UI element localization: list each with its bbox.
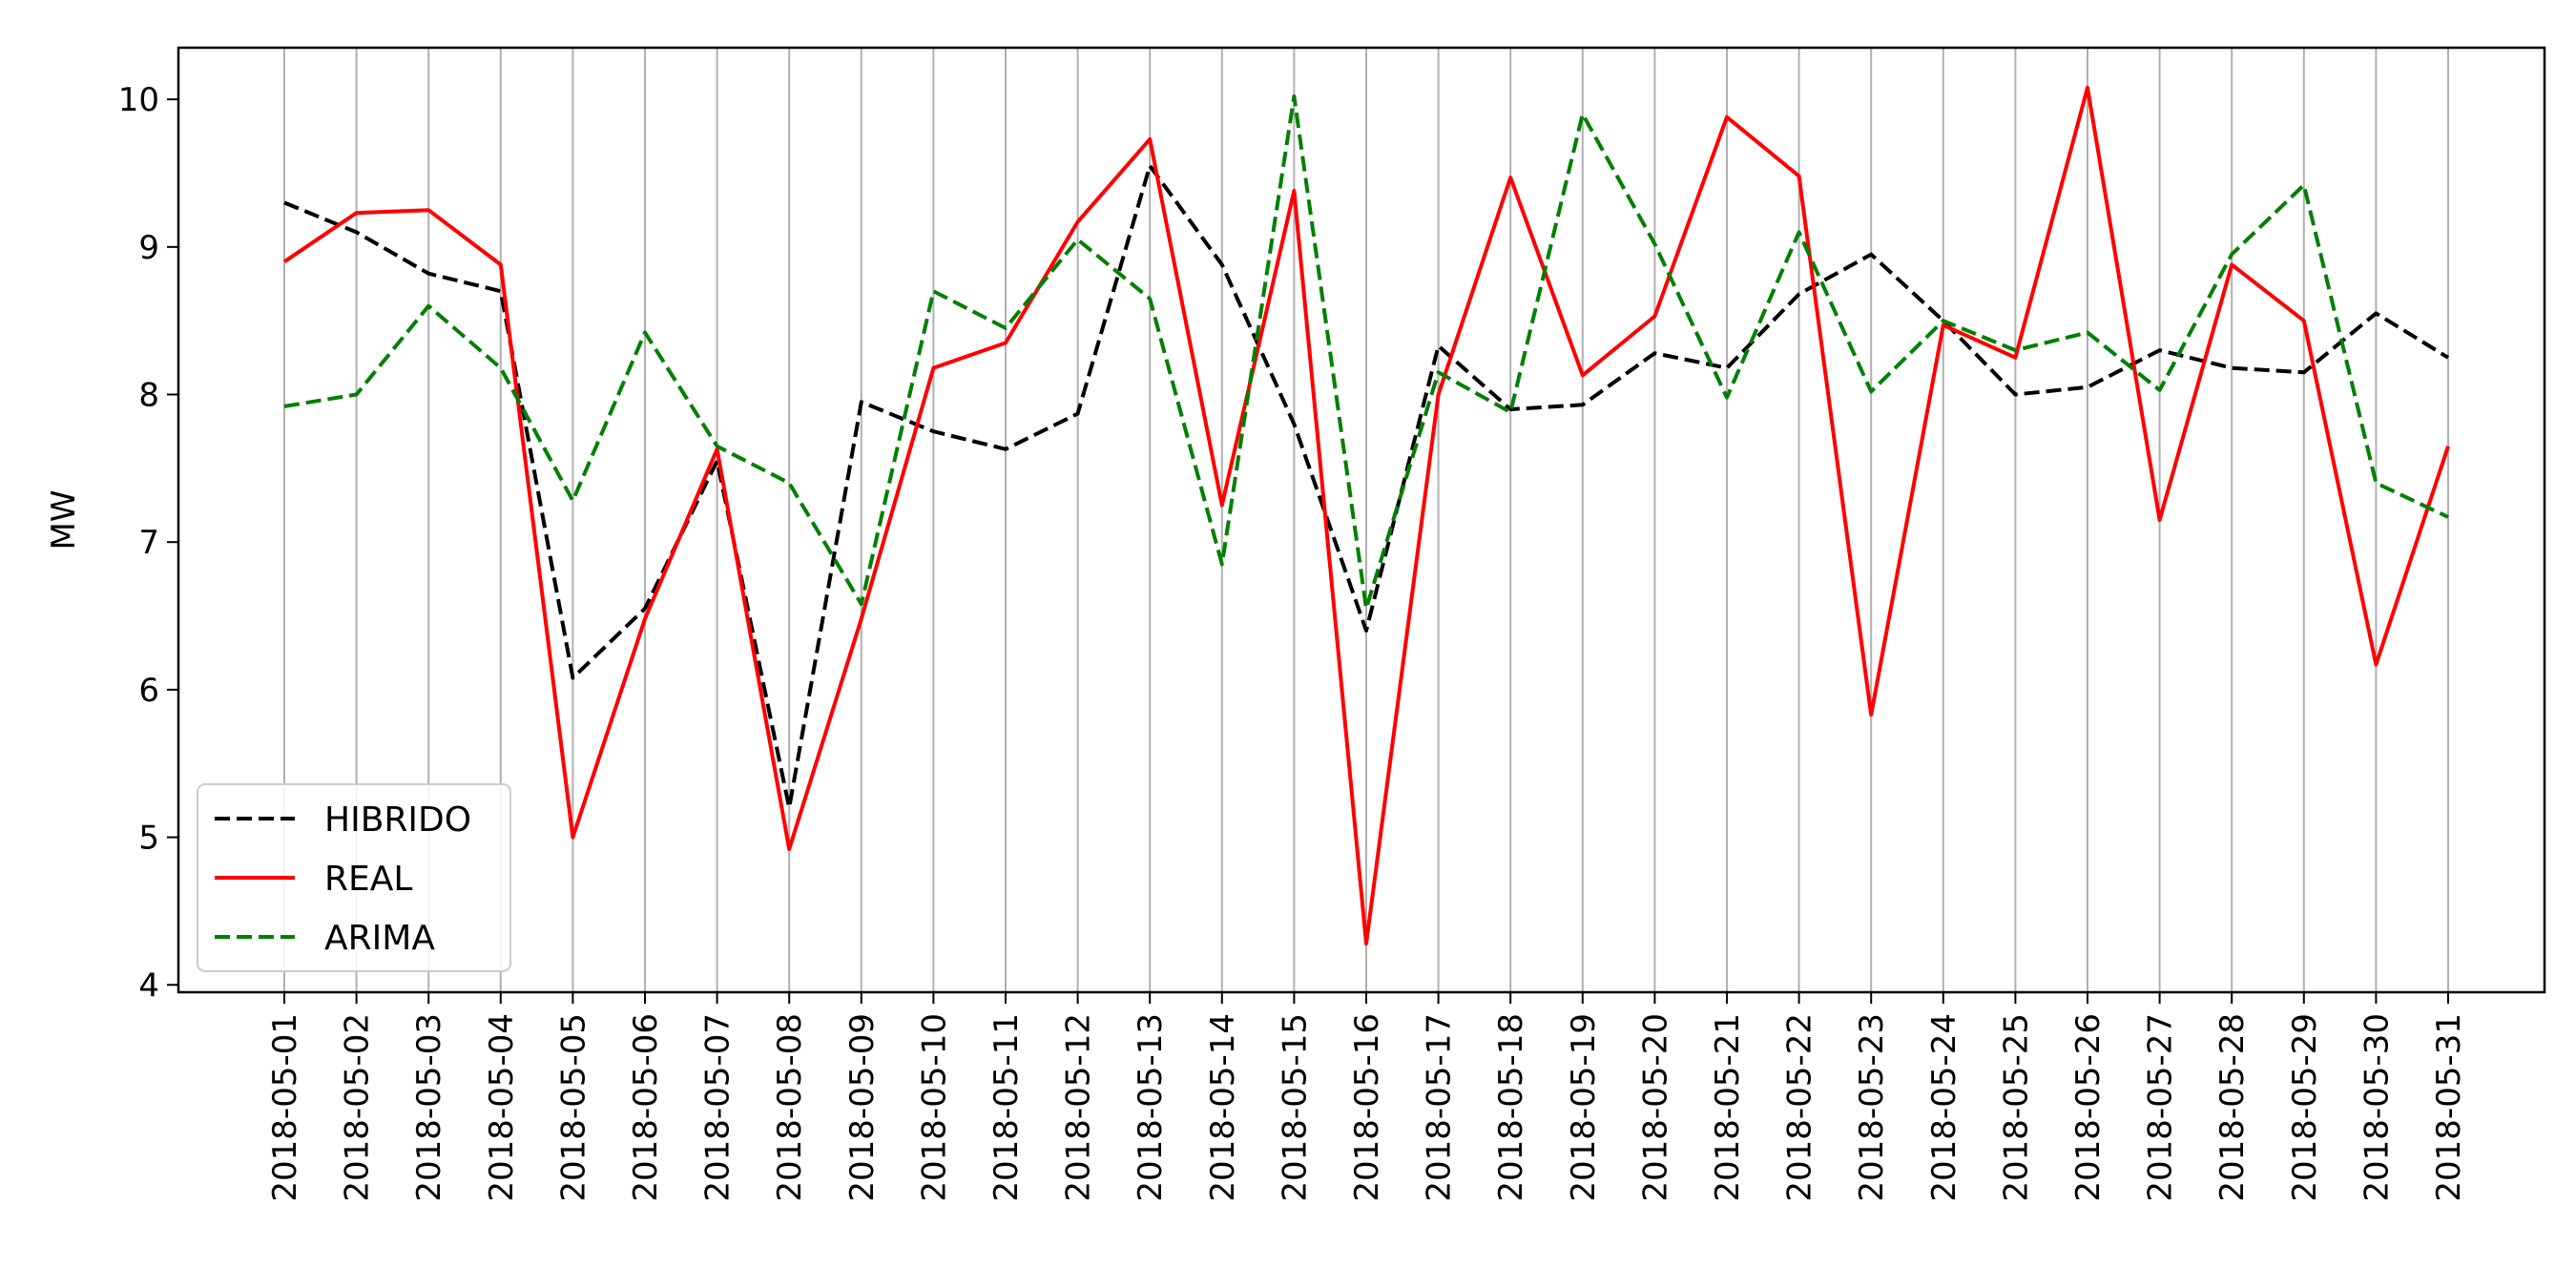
x-tick-label: 2018-05-23 bbox=[1853, 1013, 1891, 1202]
x-tick-label: 2018-05-08 bbox=[771, 1013, 809, 1202]
x-tick-label: 2018-05-20 bbox=[1636, 1013, 1674, 1202]
y-axis: 4 5 6 7 8 9 10 bbox=[118, 81, 178, 1005]
x-tick-label: 2018-05-02 bbox=[339, 1013, 377, 1202]
x-tick-label: 2018-05-12 bbox=[1060, 1013, 1098, 1202]
x-tick-label: 2018-05-26 bbox=[2069, 1013, 2108, 1202]
x-tick-label: 2018-05-09 bbox=[843, 1013, 882, 1202]
grid-lines bbox=[283, 48, 2449, 992]
y-tick-label: 8 bbox=[138, 377, 159, 415]
x-tick-label: 2018-05-27 bbox=[2142, 1013, 2180, 1202]
y-axis-label: MW bbox=[45, 490, 83, 551]
legend-label-hibrido: HIBRIDO bbox=[324, 800, 471, 840]
x-tick-label: 2018-05-03 bbox=[410, 1013, 448, 1202]
y-tick-label: 9 bbox=[138, 229, 159, 267]
legend-box bbox=[197, 783, 511, 972]
x-tick-label: 2018-05-15 bbox=[1276, 1013, 1314, 1202]
x-tick-label: 2018-05-30 bbox=[2358, 1013, 2396, 1202]
x-tick-label: 2018-05-17 bbox=[1421, 1013, 1459, 1202]
y-tick-label: 5 bbox=[138, 820, 159, 858]
x-tick-label: 2018-05-31 bbox=[2430, 1013, 2468, 1202]
x-tick-label: 2018-05-19 bbox=[1565, 1013, 1603, 1202]
x-tick-label: 2018-05-22 bbox=[1781, 1013, 1819, 1202]
x-tick-label: 2018-05-14 bbox=[1204, 1013, 1242, 1202]
legend-label-arima: ARIMA bbox=[324, 919, 435, 958]
legend-label-real: REAL bbox=[324, 860, 412, 899]
x-tick-label: 2018-05-18 bbox=[1492, 1013, 1530, 1202]
x-tick-label: 2018-05-07 bbox=[699, 1013, 737, 1202]
series-line-arima bbox=[283, 94, 2449, 611]
y-tick-label: 6 bbox=[138, 672, 159, 710]
series-line-real bbox=[282, 85, 2450, 945]
x-tick-label: 2018-05-29 bbox=[2286, 1013, 2324, 1202]
x-tick-label: 2018-05-10 bbox=[915, 1013, 953, 1202]
x-tick-label: 2018-05-01 bbox=[266, 1013, 304, 1202]
plot-frame bbox=[177, 46, 2546, 994]
x-tick-label: 2018-05-16 bbox=[1348, 1013, 1386, 1202]
y-tick-label: 10 bbox=[118, 81, 159, 119]
x-tick-label: 2018-05-05 bbox=[554, 1013, 592, 1202]
x-tick-label: 2018-05-24 bbox=[1925, 1013, 1963, 1202]
x-tick-label: 2018-05-25 bbox=[1997, 1013, 2035, 1202]
x-tick-label: 2018-05-21 bbox=[1709, 1013, 1747, 1202]
x-tick-label: 2018-05-28 bbox=[2213, 1013, 2252, 1202]
series-lines bbox=[282, 85, 2450, 945]
x-tick-label: 2018-05-06 bbox=[627, 1013, 665, 1202]
x-axis: 2018-05-01 2018-05-02 2018-05-03 2018-05-04… bbox=[266, 992, 2468, 1202]
x-tick-label: 2018-05-04 bbox=[483, 1013, 521, 1202]
y-tick-label: 7 bbox=[138, 524, 159, 562]
legend: HIBRIDO REAL ARIMA bbox=[197, 783, 511, 972]
x-tick-label: 2018-05-13 bbox=[1132, 1013, 1170, 1202]
y-tick-label: 4 bbox=[138, 966, 159, 1005]
series-line-hibrido bbox=[283, 163, 2450, 810]
x-tick-label: 2018-05-11 bbox=[987, 1013, 1026, 1202]
